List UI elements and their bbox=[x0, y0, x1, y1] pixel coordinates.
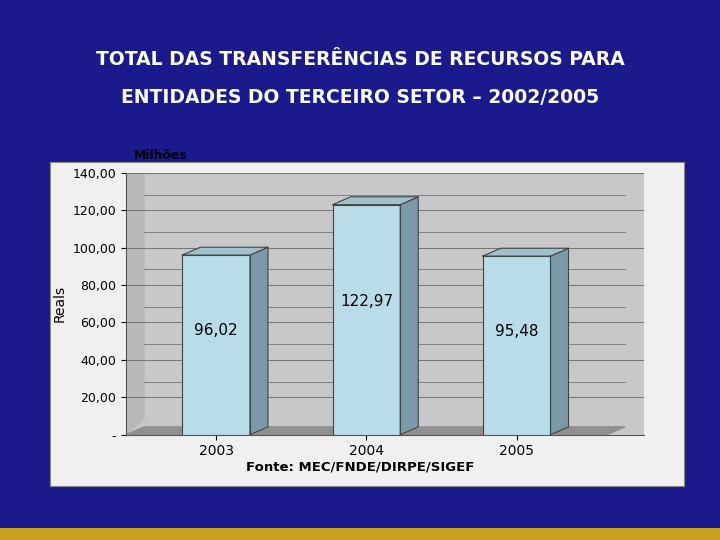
Polygon shape bbox=[551, 248, 569, 435]
Bar bbox=[182, 255, 250, 435]
Polygon shape bbox=[182, 247, 268, 255]
Bar bbox=[333, 205, 400, 435]
Polygon shape bbox=[126, 427, 625, 435]
Polygon shape bbox=[483, 248, 569, 256]
Text: 96,02: 96,02 bbox=[194, 323, 238, 338]
Y-axis label: Reals: Reals bbox=[53, 285, 67, 322]
Text: 122,97: 122,97 bbox=[340, 294, 393, 309]
Text: TOTAL DAS TRANSFERÊNCIAS DE RECURSOS PARA: TOTAL DAS TRANSFERÊNCIAS DE RECURSOS PAR… bbox=[96, 50, 624, 69]
Bar bbox=[483, 256, 551, 435]
Text: 95,48: 95,48 bbox=[495, 323, 539, 339]
Text: ENTIDADES DO TERCEIRO SETOR – 2002/2005: ENTIDADES DO TERCEIRO SETOR – 2002/2005 bbox=[121, 87, 599, 107]
Text: Milhões: Milhões bbox=[133, 148, 187, 161]
Polygon shape bbox=[333, 197, 418, 205]
Polygon shape bbox=[126, 157, 144, 435]
Text: Fonte: MEC/FNDE/DIRPE/SIGEF: Fonte: MEC/FNDE/DIRPE/SIGEF bbox=[246, 461, 474, 474]
Polygon shape bbox=[400, 197, 418, 435]
Polygon shape bbox=[250, 247, 268, 435]
